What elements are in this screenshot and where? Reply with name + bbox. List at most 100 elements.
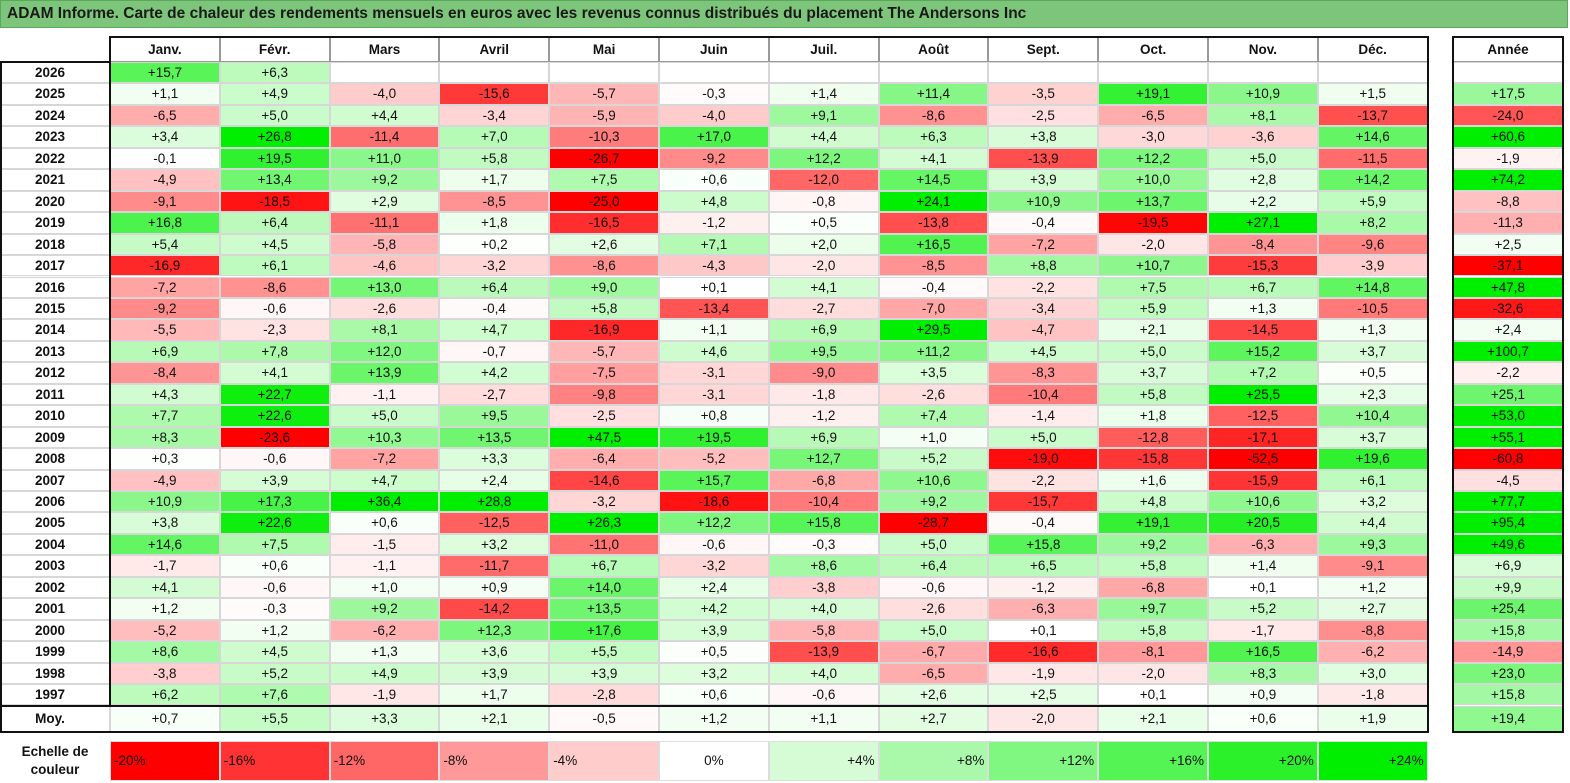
heatmap-cell	[988, 62, 1099, 84]
heatmap-cell: -9,6	[1317, 233, 1428, 256]
heatmap-cell: -13,9	[768, 641, 879, 663]
heatmap-cell: +26,8	[219, 126, 330, 148]
heatmap-cell: -0,4	[988, 512, 1099, 534]
heatmap-cell: -8,6	[219, 276, 330, 298]
scale-label-line: couleur	[30, 762, 80, 777]
heatmap-cell: +6,5	[988, 555, 1099, 577]
heatmap-cell: -5,9	[549, 104, 659, 127]
year-label: 2017	[0, 255, 110, 277]
heatmap-cell: -15,9	[1208, 469, 1318, 491]
heatmap-cell: +14,8	[1317, 276, 1428, 298]
heatmap-cell: -10,3	[549, 126, 659, 148]
heatmap-cell: -8,3	[988, 362, 1099, 384]
heatmap-cell: +4,4	[768, 126, 879, 148]
heatmap-cell: +15,8	[768, 512, 879, 534]
heatmap-cell: -1,8	[768, 383, 879, 406]
heatmap-cell: +4,0	[768, 662, 879, 685]
heatmap-cell: -8,6	[878, 104, 989, 127]
heatmap-cell: +22,6	[219, 405, 330, 427]
heatmap-cell: +4,5	[219, 641, 330, 663]
heatmap-cell: -9,2	[110, 297, 220, 320]
heatmap-cell: +8,1	[329, 319, 440, 341]
heatmap-cell: +0,5	[1317, 362, 1428, 384]
heatmap-cell: -11,5	[1317, 147, 1428, 170]
heatmap-cell: -7,0	[878, 297, 989, 320]
heatmap-cell: +4,5	[988, 340, 1099, 363]
heatmap-cell: +5,8	[549, 297, 659, 320]
heatmap-cell: -5,5	[110, 319, 220, 341]
heatmap-cell: +17,6	[549, 619, 659, 642]
heatmap-cell: +14,6	[110, 533, 220, 556]
heatmap-cell: +4,1	[219, 362, 330, 384]
heatmap-cell	[439, 62, 550, 84]
heatmap-cell: -52,5	[1208, 448, 1318, 470]
heatmap-cell: +22,6	[219, 512, 330, 534]
year-total-cell: -4,5	[1453, 469, 1563, 491]
heatmap-cell: +2,4	[439, 469, 550, 491]
heatmap-cell: +6,1	[219, 255, 330, 277]
heatmap-cell: -28,7	[878, 512, 989, 534]
heatmap-cell: +2,2	[1208, 190, 1318, 213]
heatmap-cell: +0,8	[659, 405, 769, 427]
heatmap-cell: -0,6	[878, 576, 989, 599]
heatmap-cell: +2,7	[1317, 598, 1428, 620]
heatmap-cell: +3,7	[1317, 426, 1428, 449]
heatmap-cell: +5,0	[219, 104, 330, 127]
heatmap-cell: -1,1	[329, 555, 440, 577]
month-header: Mars	[329, 37, 440, 62]
heatmap-cell: +7,5	[549, 169, 659, 191]
heatmap-cell: +19,1	[1098, 83, 1208, 105]
month-header: Oct.	[1098, 37, 1208, 62]
heatmap-cell: -1,9	[329, 684, 440, 706]
heatmap-cell: +14,2	[1317, 169, 1428, 191]
year-total-cell: -32,6	[1453, 297, 1563, 320]
year-total-cell: +15,8	[1453, 619, 1563, 642]
heatmap-cell: +2,5	[988, 684, 1099, 706]
heatmap-cell: +1,6	[1098, 469, 1208, 491]
year-label: 2013	[0, 340, 110, 363]
heatmap-cell: -3,4	[988, 297, 1099, 320]
heatmap-cell: +4,6	[659, 340, 769, 363]
heatmap-cell: -6,8	[1098, 576, 1208, 599]
heatmap-cell: +3,9	[988, 169, 1099, 191]
heatmap-cell: -14,5	[1208, 319, 1318, 341]
heatmap-cell: -4,0	[329, 83, 440, 105]
heatmap-cell: -2,3	[219, 319, 330, 341]
heatmap-cell: +6,7	[549, 555, 659, 577]
heatmap-cell: +6,4	[878, 555, 989, 577]
scale-swatch: 0%	[659, 741, 769, 781]
heatmap-cell: +0,5	[659, 641, 769, 663]
heatmap-cell: -19,0	[988, 448, 1099, 470]
heatmap-cell: -1,9	[988, 662, 1099, 685]
year-total-cell: -60,8	[1453, 448, 1563, 470]
month-header: Déc.	[1317, 37, 1428, 62]
heatmap-cell: +3,5	[878, 362, 989, 384]
year-total-header: Année	[1453, 37, 1563, 62]
heatmap-cell: +4,1	[110, 576, 220, 599]
year-label: 2008	[0, 448, 110, 470]
heatmap-cell: +6,9	[768, 319, 879, 341]
year-label: 2007	[0, 469, 110, 491]
heatmap-cell: -2,2	[988, 469, 1099, 491]
heatmap-cell	[549, 62, 659, 84]
heatmap-cell: +5,0	[1208, 147, 1318, 170]
heatmap-cell: -0,3	[219, 598, 330, 620]
year-total-cell: +53,0	[1453, 405, 1563, 427]
year-label: 2015	[0, 297, 110, 320]
heatmap-cell: +7,5	[1098, 276, 1208, 298]
heatmap-cell: -3,4	[439, 104, 550, 127]
heatmap-cell	[1208, 62, 1318, 84]
heatmap-cell: +7,1	[659, 233, 769, 256]
heatmap-cell: +0,1	[659, 276, 769, 298]
heatmap-cell	[878, 62, 989, 84]
heatmap-cell: -10,4	[768, 491, 879, 513]
year-label: 2025	[0, 83, 110, 105]
heatmap-cell: +4,7	[439, 319, 550, 341]
heatmap-cell: -25,0	[549, 190, 659, 213]
average-cell: +5,5	[219, 706, 330, 732]
heatmap-cell: +13,4	[219, 169, 330, 191]
scale-label-line: Echelle de	[21, 744, 89, 759]
heatmap-cell: +0,6	[659, 169, 769, 191]
heatmap-cell: -3,1	[659, 362, 769, 384]
heatmap-cell: +1,8	[1098, 405, 1208, 427]
